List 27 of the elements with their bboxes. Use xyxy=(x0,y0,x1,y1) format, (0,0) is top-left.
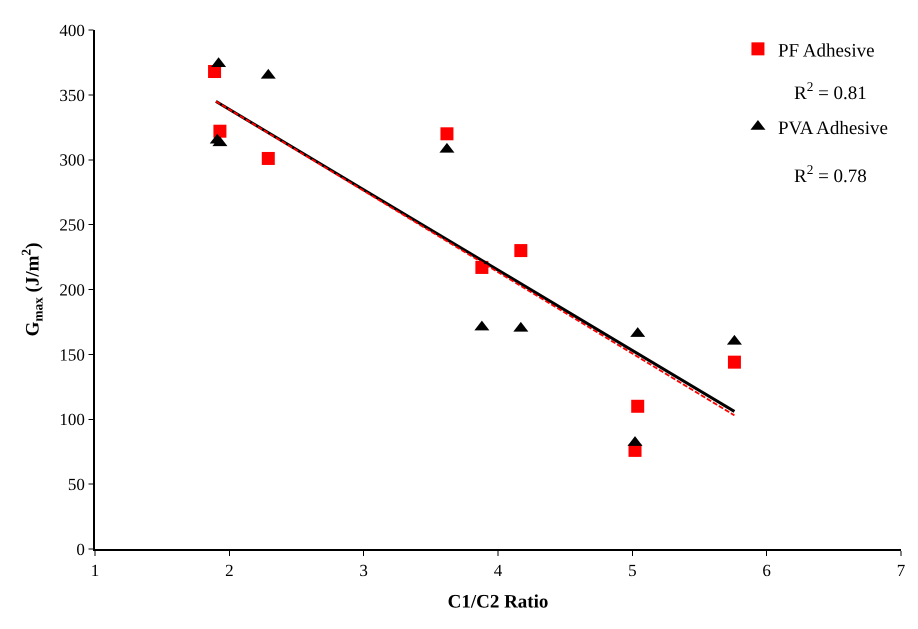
point xyxy=(631,400,644,413)
legend-label: PF Adhesive xyxy=(778,40,875,62)
y-tick-label: 250 xyxy=(59,216,85,235)
point xyxy=(262,152,275,165)
point xyxy=(440,127,454,140)
annotation: R$^{2}$ = 0.81 xyxy=(794,79,867,104)
y-tick-label: 150 xyxy=(59,345,85,364)
x-axis-title: C1/C2 Ratio xyxy=(448,591,548,612)
y-tick-label: 300 xyxy=(59,150,85,170)
point xyxy=(728,356,741,369)
x-tick-label: 7 xyxy=(896,561,906,580)
y-tick-label: 400 xyxy=(59,20,85,40)
y-tick-label: 200 xyxy=(59,280,85,300)
x-tick-label: 6 xyxy=(762,561,771,580)
y-tick-label: 50 xyxy=(68,475,85,494)
x-tick-label: 2 xyxy=(225,561,234,580)
y-tick-label: 100 xyxy=(59,410,85,430)
point xyxy=(213,124,226,138)
x-tick-label: 5 xyxy=(628,561,637,580)
x-tick-label: 1 xyxy=(90,561,100,580)
y-tick-label: 0 xyxy=(76,540,85,559)
legend-label: PVA Adhesive xyxy=(778,118,888,139)
y-tick-label: 350 xyxy=(59,86,85,105)
x-tick-label: 4 xyxy=(494,561,503,580)
point xyxy=(514,244,528,258)
annotation: R$^{2}$ = 0.78 xyxy=(794,162,867,187)
x-tick-label: 3 xyxy=(359,561,368,580)
